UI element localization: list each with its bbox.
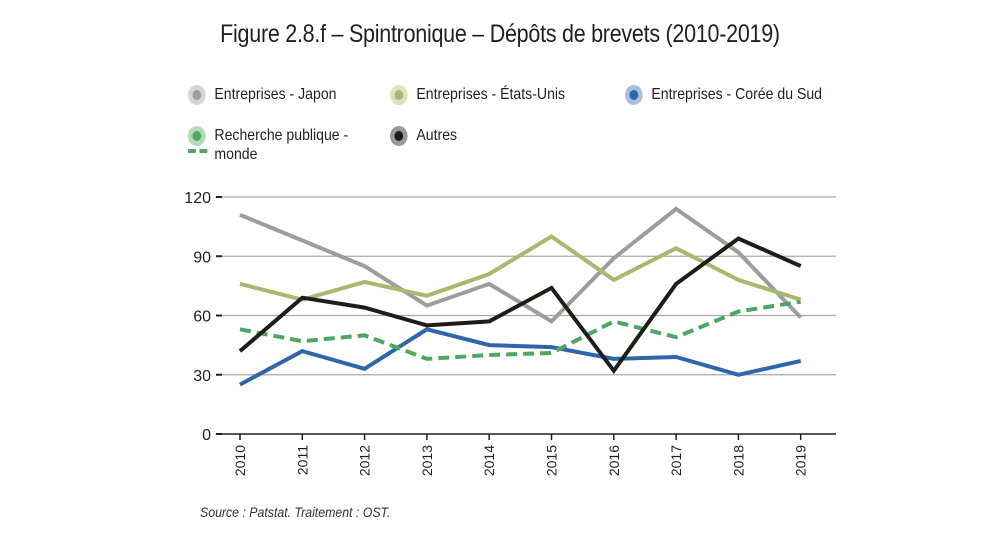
data-point [612,357,616,361]
legend-marker-icon [188,85,206,105]
legend-label: Autres [416,127,458,144]
legend-label: Recherche publique - monde [214,126,348,164]
legend-item-coree-du-sud: Entreprises - Corée du Sud [625,85,822,105]
y-tick-label: 90 [193,249,211,266]
legend-label-line: Recherche publique - [214,127,349,144]
data-point [674,355,678,359]
y-tick-label: 60 [193,309,211,326]
data-point [550,286,554,290]
data-point [363,333,367,337]
data-point [300,349,304,353]
legend-label-line: monde [214,146,258,163]
legend-item-recherche-publique: Recherche publique - monde [188,126,348,164]
legend-item-japon: Entreprises - Japon [188,85,336,105]
data-point [736,250,740,254]
data-point [425,323,429,327]
data-point [238,349,242,353]
legend-marker-icon [390,126,408,146]
x-tick-label: 2018 [730,445,746,476]
legend-label: Entreprises - Corée du Sud [651,86,823,103]
x-tick-label: 2012 [357,445,373,476]
data-point [238,213,242,217]
data-point [612,278,616,282]
data-point [487,343,491,347]
data-point [300,296,304,300]
data-point [799,300,803,304]
data-point [300,339,304,343]
data-point [238,327,242,331]
series-line-4 [238,236,802,375]
data-point [736,373,740,377]
data-point [238,383,242,387]
x-tick-label: 2014 [481,445,497,476]
data-point [425,327,429,331]
legend-label: Entreprises - Japon [214,86,337,103]
data-point [674,282,678,286]
y-tick-label: 0 [202,427,211,444]
data-point [799,264,803,268]
data-point [363,306,367,310]
legend-item-autres: Autres [390,126,457,146]
series-line-1 [239,234,802,302]
data-point [736,236,740,240]
y-tick-label: 120 [184,190,211,207]
data-point [425,357,429,361]
legend-marker-icon [625,85,643,105]
data-point [550,235,554,239]
x-tick-label: 2015 [544,445,560,476]
data-point [736,310,740,314]
legend-marker-icon [188,126,208,153]
data-point [363,280,367,284]
data-point [736,278,740,282]
legend-item-etats-unis: Entreprises - États-Unis [390,85,565,105]
data-point [238,282,242,286]
data-point [799,359,803,363]
data-point [363,367,367,371]
data-point [487,353,491,357]
x-tick-label: 2017 [668,445,684,476]
x-tick-label: 2010 [232,445,248,476]
legend-marker-icon [390,85,408,105]
data-point [674,335,678,339]
series-line-3 [239,299,802,361]
data-point [674,246,678,250]
data-point [487,272,491,276]
data-point [612,256,616,260]
data-point [550,351,554,355]
source-note: Source : Patstat. Traitement : OST. [200,504,391,520]
data-point [425,304,429,308]
dashed-line-icon [188,149,208,153]
x-tick-label: 2013 [419,445,435,476]
series-line-2 [239,327,802,387]
data-point [487,319,491,323]
data-point [799,315,803,319]
data-point [363,264,367,268]
data-point [487,282,491,286]
data-point [550,319,554,323]
x-tick-label: 2016 [606,445,622,476]
x-tick-label: 2019 [793,445,809,476]
data-point [612,369,616,373]
data-point [300,238,304,242]
legend-label: Entreprises - États-Unis [416,86,566,103]
data-point [550,345,554,349]
data-point [674,207,678,211]
chart-title: Figure 2.8.f – Spintronique – Dépôts de … [220,20,780,48]
data-point [612,319,616,323]
x-tick-label: 2011 [294,445,310,475]
y-tick-label: 30 [193,368,211,385]
data-point [425,294,429,298]
